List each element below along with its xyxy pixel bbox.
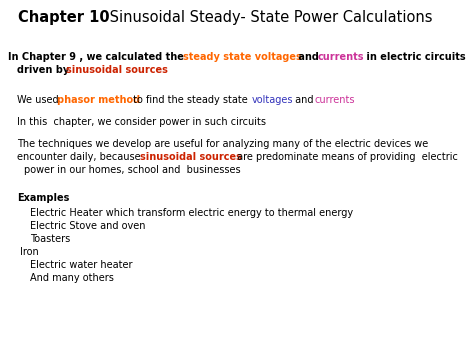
Text: Toasters: Toasters	[30, 234, 70, 244]
Text: Electric water heater: Electric water heater	[30, 260, 133, 270]
Text: In Chapter 9 , we calculated the: In Chapter 9 , we calculated the	[8, 52, 187, 62]
Text: Examples: Examples	[17, 193, 69, 203]
Text: Iron: Iron	[20, 247, 39, 257]
Text: currents: currents	[315, 95, 356, 105]
Text: power in our homes, school and  businesses: power in our homes, school and businesse…	[24, 165, 241, 175]
Text: to find the steady state: to find the steady state	[130, 95, 251, 105]
Text: Sinusoidal Steady- State Power Calculations: Sinusoidal Steady- State Power Calculati…	[105, 10, 432, 25]
Text: driven by: driven by	[17, 65, 73, 75]
Text: Chapter 10: Chapter 10	[18, 10, 109, 25]
Text: phasor method: phasor method	[57, 95, 140, 105]
Text: voltages: voltages	[252, 95, 293, 105]
Text: sinusoidal sources: sinusoidal sources	[66, 65, 168, 75]
Text: encounter daily, because: encounter daily, because	[17, 152, 144, 162]
Text: In this  chapter, we consider power in such circuits: In this chapter, we consider power in su…	[17, 117, 266, 127]
Text: The techniques we develop are useful for analyzing many of the electric devices : The techniques we develop are useful for…	[17, 139, 428, 149]
Text: We used: We used	[17, 95, 62, 105]
Text: and: and	[292, 95, 317, 105]
Text: are predominate means of providing  electric: are predominate means of providing elect…	[234, 152, 458, 162]
Text: Electric Stove and oven: Electric Stove and oven	[30, 221, 146, 231]
Text: Electric Heater which transform electric energy to thermal energy: Electric Heater which transform electric…	[30, 208, 353, 218]
Text: steady state voltages: steady state voltages	[183, 52, 302, 62]
Text: in electric circuits: in electric circuits	[363, 52, 465, 62]
Text: and: and	[295, 52, 322, 62]
Text: currents: currents	[318, 52, 365, 62]
Text: And many others: And many others	[30, 273, 114, 283]
Text: sinusoidal sources: sinusoidal sources	[140, 152, 242, 162]
